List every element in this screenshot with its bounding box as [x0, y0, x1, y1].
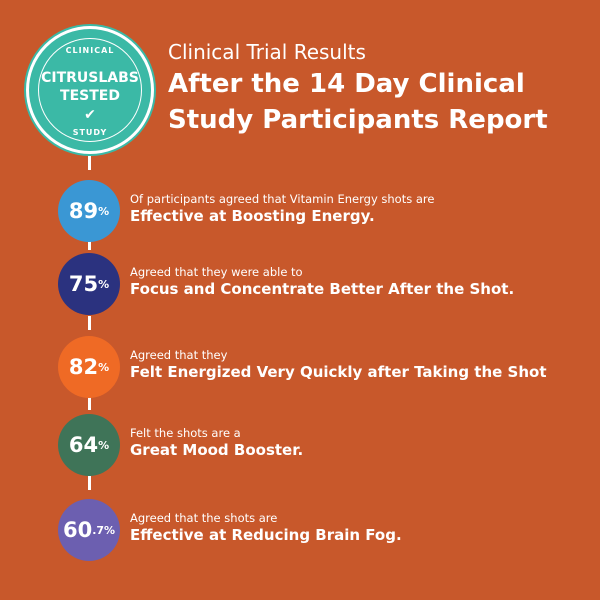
result-headline: Effective at Boosting Energy. — [130, 207, 375, 225]
result-text: Agreed that the shots are Effective at Re… — [130, 511, 402, 544]
percent-unit: .7% — [92, 523, 116, 537]
badge-top-text: CLINICAL — [65, 46, 115, 55]
percent-value: 89 — [68, 199, 99, 223]
badge-main-text: CITRUSLABS TESTED — [29, 69, 151, 105]
result-item: 60.7% Agreed that the shots are Effective… — [58, 499, 598, 561]
percent-unit: % — [98, 360, 110, 374]
badge-line1: CITRUSLABS — [41, 70, 139, 86]
clinical-study-badge: CLINICAL CITRUSLABS TESTED ✔ STUDY — [26, 26, 154, 154]
percent-value: 64 — [68, 433, 99, 457]
result-text: Felt the shots are a Great Mood Booster. — [130, 426, 303, 459]
result-intro: Agreed that the shots are — [130, 511, 278, 525]
result-item: 64% Felt the shots are a Great Mood Boost… — [58, 414, 598, 476]
percent-unit: % — [98, 277, 110, 291]
page-title: After the 14 Day Clinical Study Particip… — [168, 69, 548, 135]
result-item: 75% Agreed that they were able to Focus a… — [58, 253, 598, 315]
percent-value: 60 — [62, 518, 93, 542]
percent-circle: 89% — [58, 180, 120, 242]
percent-value: 75 — [68, 272, 99, 296]
percent-unit: % — [98, 438, 110, 452]
percent-circle: 75% — [58, 253, 120, 315]
result-intro: Of participants agreed that Vitamin Ener… — [130, 192, 435, 206]
percent-circle: 82% — [58, 336, 120, 398]
subtitle: Clinical Trial Results — [168, 40, 366, 64]
result-headline: Focus and Concentrate Better After the S… — [130, 280, 515, 298]
percent-circle: 60.7% — [58, 499, 120, 561]
result-intro: Agreed that they were able to — [130, 265, 303, 279]
percent-value: 82 — [68, 355, 99, 379]
percent-unit: % — [98, 204, 110, 218]
badge-bottom-text: STUDY — [72, 128, 108, 137]
result-headline: Effective at Reducing Brain Fog. — [130, 526, 402, 544]
checkmark-icon: ✔ — [84, 107, 96, 123]
result-headline: Great Mood Booster. — [130, 441, 304, 459]
result-intro: Felt the shots are a — [130, 426, 241, 440]
result-text: Agreed that they Felt Energized Very Quic… — [130, 348, 547, 381]
percent-circle: 64% — [58, 414, 120, 476]
result-text: Of participants agreed that Vitamin Ener… — [130, 192, 434, 225]
result-intro: Agreed that they — [130, 348, 228, 362]
result-text: Agreed that they were able to Focus and C… — [130, 265, 514, 298]
result-item: 89% Of participants agreed that Vitamin … — [58, 180, 598, 242]
badge-ring — [38, 38, 142, 142]
result-item: 82% Agreed that they Felt Energized Very … — [58, 336, 598, 398]
result-headline: Felt Energized Very Quickly after Taking… — [130, 363, 547, 381]
badge-line2: TESTED — [60, 88, 120, 104]
